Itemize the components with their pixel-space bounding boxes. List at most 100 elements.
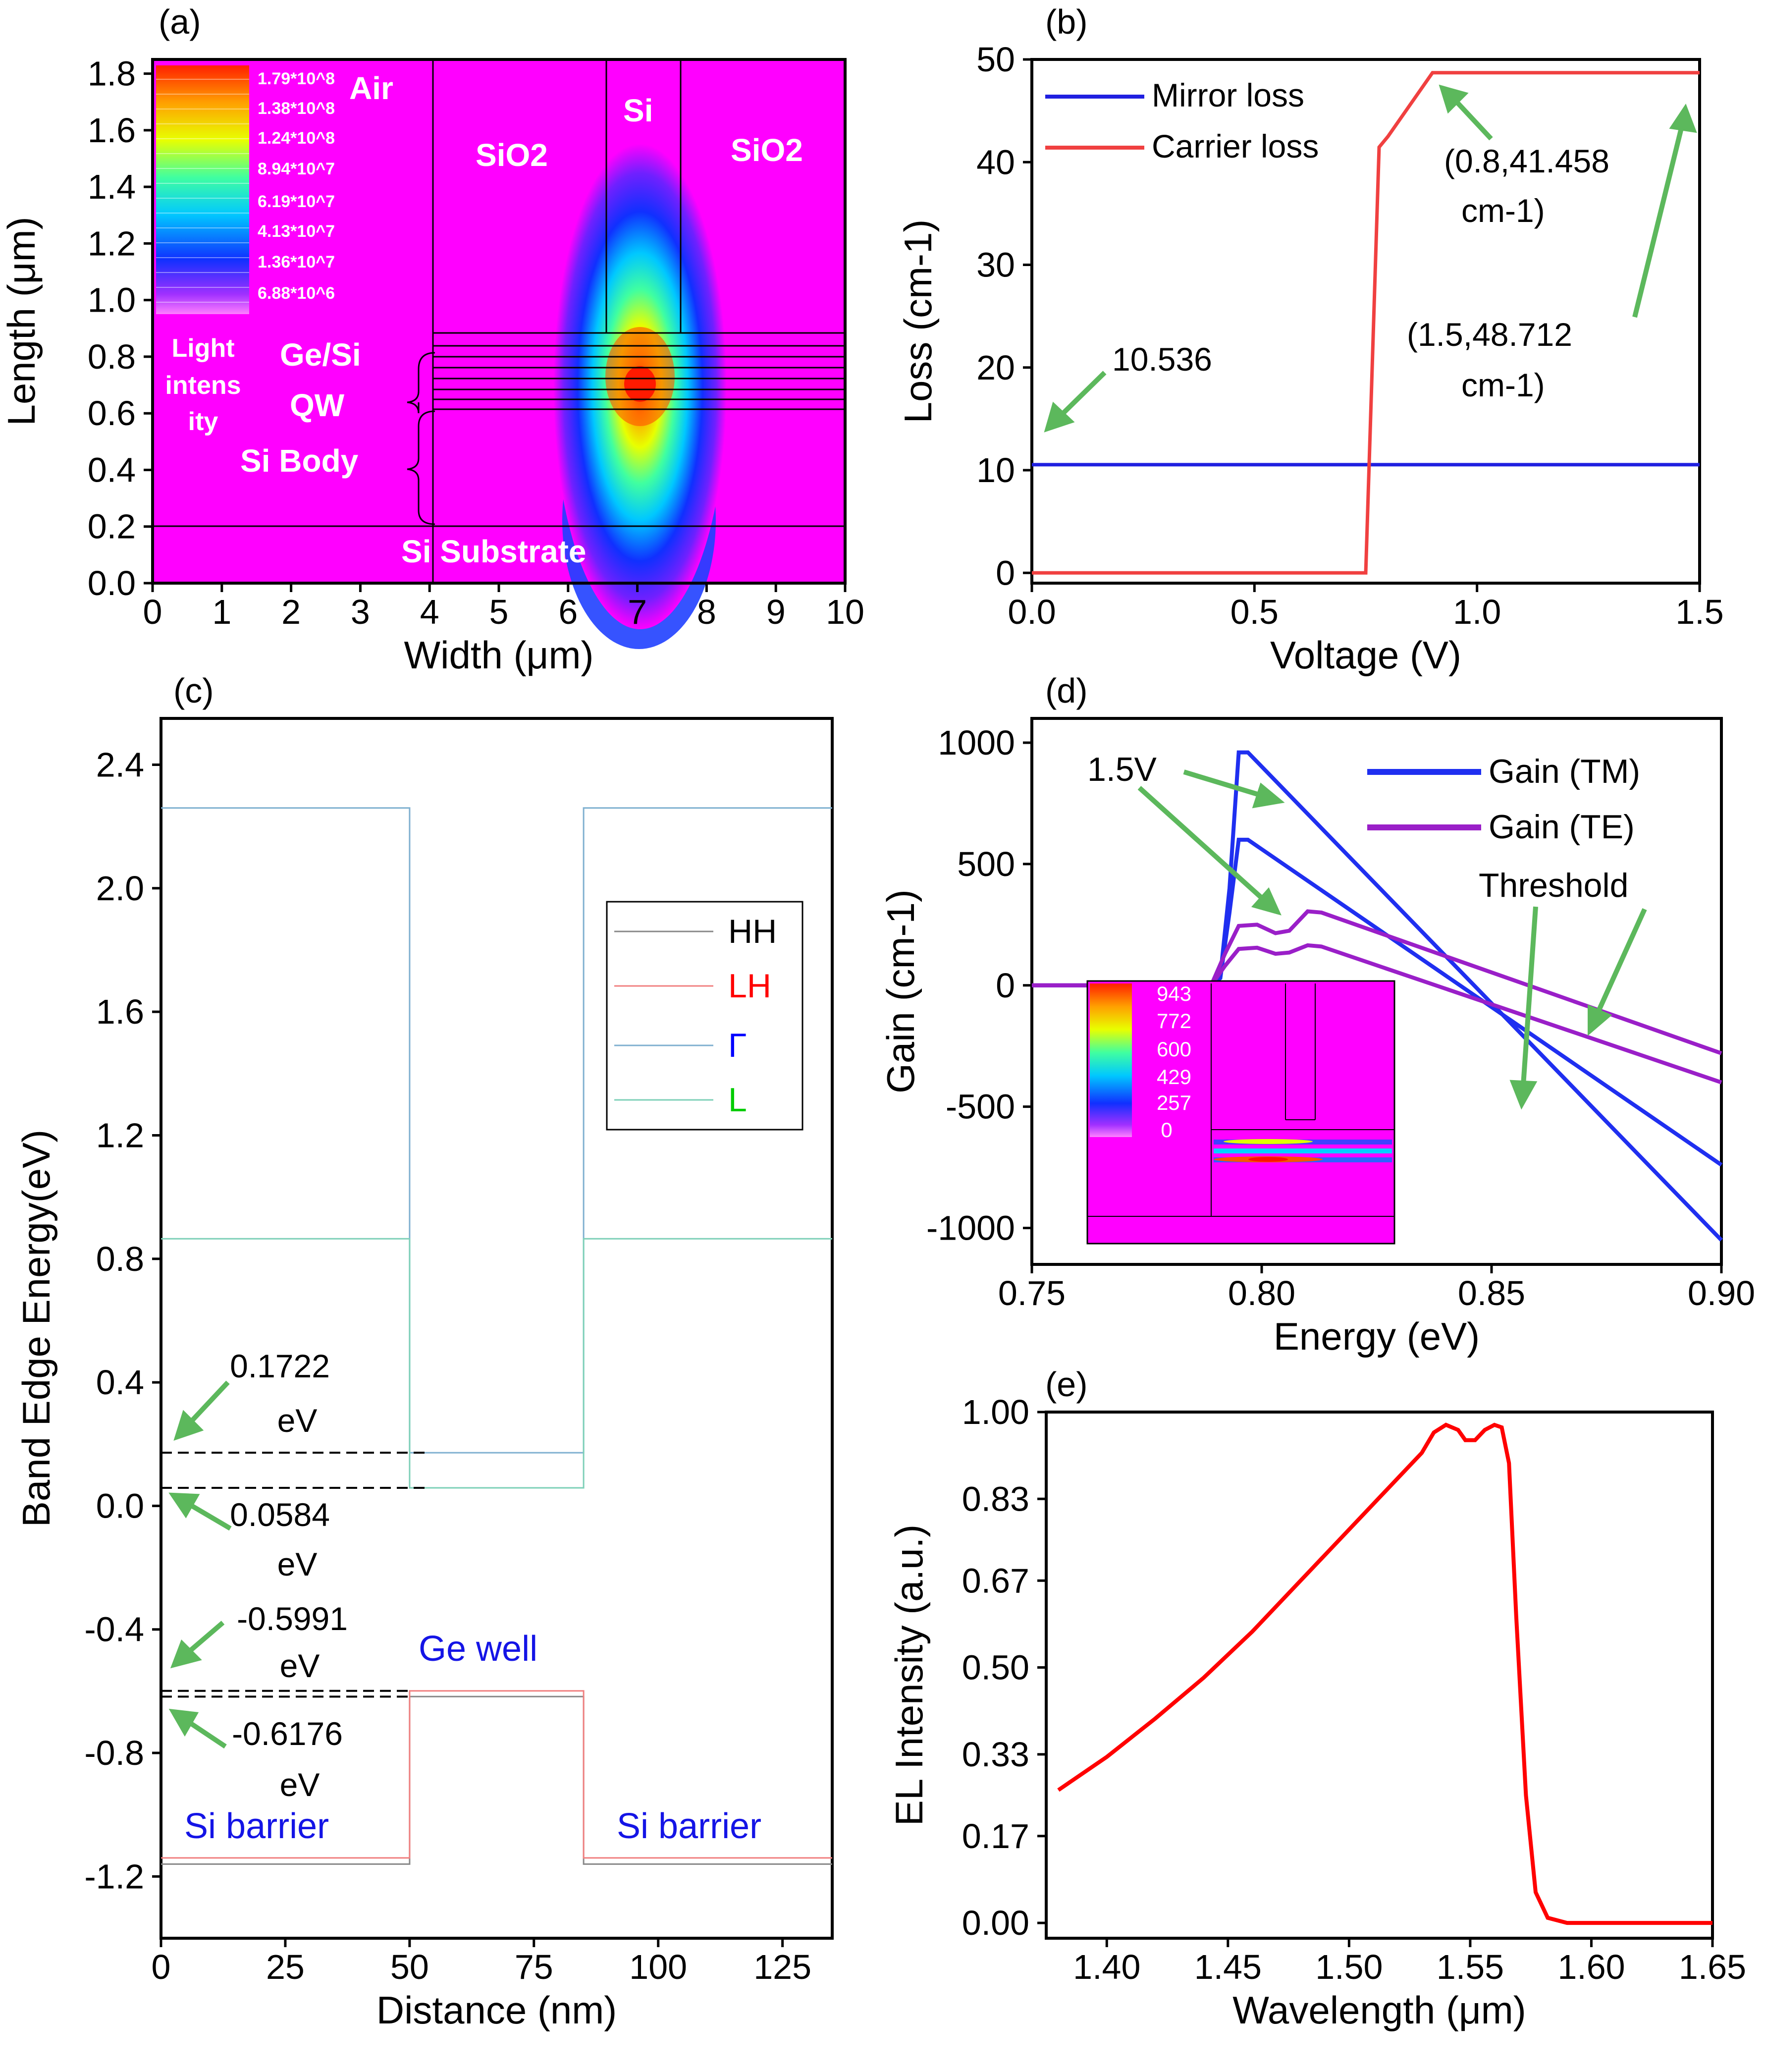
y-tick-label: 0.6 bbox=[88, 394, 136, 433]
panel-a-structure-lines bbox=[153, 59, 845, 583]
panel-c-label: (c) bbox=[173, 671, 214, 710]
y-tick-label: 40 bbox=[976, 143, 1015, 181]
series-gamma-line bbox=[161, 807, 832, 1454]
series-carrier-loss-line bbox=[1032, 71, 1700, 575]
y-tick-label: 1.00 bbox=[962, 1393, 1029, 1431]
panel-d-arrows bbox=[1137, 769, 1647, 1110]
panel-d-inset-label: 943 bbox=[1157, 982, 1191, 1005]
x-tick-label: 4 bbox=[420, 593, 439, 631]
panel-a-colorbar-bar bbox=[156, 65, 249, 314]
x-tick-label: 1.45 bbox=[1194, 1948, 1262, 1986]
panel-a-region-si-top: Si bbox=[623, 93, 653, 128]
panel-e: (e) 1.40 1.45 1.50 1.55 1.60 1.65 0.00 0.17 0.33… bbox=[887, 1365, 1746, 2032]
x-tick-label: 1 bbox=[212, 593, 231, 631]
y-tick-label: 0 bbox=[996, 966, 1015, 1005]
panel-c-legend: HH LH Γ L bbox=[606, 901, 803, 1131]
x-tick-label: 1.55 bbox=[1437, 1948, 1504, 1986]
panel-a-region-air: Air bbox=[349, 70, 393, 106]
panel-a-region-sio2-right: SiO2 bbox=[731, 132, 803, 168]
panel-a-region-qw: Ge/Si bbox=[280, 337, 361, 373]
panel-d-annotation: Threshold bbox=[1479, 867, 1628, 904]
panel-c-region-barrier-right: Si barrier bbox=[617, 1806, 761, 1846]
panel-d: (d) 0.75 0.80 0.85 0.90 -1000 -500 0 500 1000 Ene… bbox=[879, 671, 1755, 1358]
panel-b-legend: Mirror loss Carrier loss bbox=[1045, 77, 1319, 164]
y-tick-label: 0.0 bbox=[88, 564, 136, 602]
panel-a-colorbar-label: 1.24*10^8 bbox=[258, 129, 335, 148]
x-tick-label: 1.60 bbox=[1557, 1948, 1625, 1986]
x-tick-label: 1.40 bbox=[1073, 1948, 1140, 1986]
y-tick-label: -1000 bbox=[926, 1209, 1015, 1248]
y-tick-label: 0 bbox=[996, 553, 1015, 592]
y-tick-label: 1.0 bbox=[88, 281, 136, 320]
x-axis-label: Voltage (V) bbox=[1270, 633, 1461, 677]
panel-c-annotation: -0.6176 bbox=[232, 1715, 343, 1752]
x-tick-label: 100 bbox=[629, 1948, 687, 1986]
y-tick-label: 0.0 bbox=[96, 1486, 144, 1525]
panel-e-label: (e) bbox=[1045, 1365, 1088, 1404]
x-axis-label: Width (μm) bbox=[404, 633, 594, 677]
panel-a-colorbar-label: 1.79*10^8 bbox=[258, 69, 335, 88]
x-tick-label: 10 bbox=[826, 593, 864, 631]
y-tick-label: 0.83 bbox=[962, 1479, 1029, 1518]
y-axis-label: Loss (cm-1) bbox=[896, 219, 940, 424]
panel-a-label: (a) bbox=[159, 2, 201, 41]
panel-a: (a) bbox=[0, 2, 864, 677]
panel-b-frame bbox=[1030, 58, 1701, 585]
y-tick-label: 30 bbox=[976, 246, 1015, 284]
y-tick-label: -0.8 bbox=[84, 1734, 144, 1772]
series-l-line bbox=[161, 1238, 832, 1489]
panel-b: (b) 0.0 0.5 1.0 1.5 0 10 20 30 40 50 Voltage (V) Lo… bbox=[896, 2, 1724, 677]
y-tick-label: 500 bbox=[957, 845, 1015, 883]
x-tick-label: 5 bbox=[489, 593, 509, 631]
y-tick-label: 1000 bbox=[938, 723, 1015, 762]
panel-a-colorbar-title: Light bbox=[171, 334, 234, 363]
series-hh-line bbox=[161, 1695, 832, 1865]
x-tick-label: 50 bbox=[390, 1948, 429, 1986]
y-tick-label: 1.8 bbox=[88, 55, 136, 93]
y-tick-label: 0.17 bbox=[962, 1817, 1029, 1855]
panel-c-annotation: eV bbox=[277, 1546, 318, 1582]
x-tick-label: 125 bbox=[753, 1948, 811, 1986]
panel-c-arrows bbox=[168, 1380, 232, 1749]
panel-a-region-sio2-left: SiO2 bbox=[476, 137, 548, 173]
panel-c: (c) 0 25 50 75 100 125 -1.2 -0.8 -0.4 0.0 0.4 0.8 1.… bbox=[14, 671, 834, 2032]
panel-b-annotation: 10.536 bbox=[1112, 341, 1212, 378]
x-tick-label: 75 bbox=[515, 1948, 553, 1986]
panel-a-colorbar-label: 1.38*10^8 bbox=[258, 99, 335, 118]
panel-c-annotation: eV bbox=[280, 1766, 320, 1803]
panel-d-legend-label-tm: Gain (TM) bbox=[1489, 753, 1640, 790]
y-axis-label: EL Intensity (a.u.) bbox=[887, 1525, 931, 1826]
y-tick-label: 20 bbox=[976, 348, 1015, 387]
x-axis-label: Energy (eV) bbox=[1274, 1314, 1480, 1358]
y-tick-label: 2.4 bbox=[96, 745, 144, 784]
panel-b-annotation: cm-1) bbox=[1461, 192, 1545, 229]
panel-a-region-si-body: Si Body bbox=[240, 443, 359, 479]
panel-c-legend-box bbox=[606, 901, 803, 1131]
x-tick-label: 0.75 bbox=[998, 1274, 1066, 1312]
y-tick-label: 0.50 bbox=[962, 1648, 1029, 1687]
panel-d-inset-label: 772 bbox=[1157, 1009, 1191, 1033]
y-tick-label: 1.6 bbox=[96, 992, 144, 1031]
panel-c-annotation: eV bbox=[277, 1402, 318, 1439]
panel-c-region-well: Ge well bbox=[419, 1629, 537, 1669]
panel-d-inset-colorbar bbox=[1090, 983, 1132, 1137]
panel-a-colorbar-label: 4.13*10^7 bbox=[258, 222, 335, 241]
x-tick-label: 3 bbox=[351, 593, 370, 631]
series-el-intensity-line bbox=[1057, 1422, 1712, 1925]
panel-d-inset-label: 600 bbox=[1157, 1037, 1191, 1061]
panel-a-plot-area bbox=[153, 59, 845, 583]
y-tick-label: 0.67 bbox=[962, 1561, 1029, 1600]
panel-c-region-barrier-left: Si barrier bbox=[184, 1806, 329, 1846]
panel-b-annotation: (0.8,41.458 bbox=[1444, 143, 1609, 179]
panel-a-colorbar-title: intens bbox=[165, 371, 241, 400]
x-tick-label: 1.50 bbox=[1315, 1948, 1383, 1986]
x-tick-label: 0 bbox=[143, 593, 162, 631]
panel-d-inset-label: 257 bbox=[1157, 1091, 1191, 1114]
y-tick-label: 1.2 bbox=[96, 1116, 144, 1154]
y-tick-label: 0.4 bbox=[88, 450, 136, 489]
y-axis-label: Gain (cm-1) bbox=[879, 889, 922, 1093]
panel-d-annotation: 1.5V bbox=[1087, 751, 1157, 788]
panel-b-label: (b) bbox=[1045, 2, 1088, 41]
x-axis-label: Distance (nm) bbox=[376, 1988, 617, 2032]
